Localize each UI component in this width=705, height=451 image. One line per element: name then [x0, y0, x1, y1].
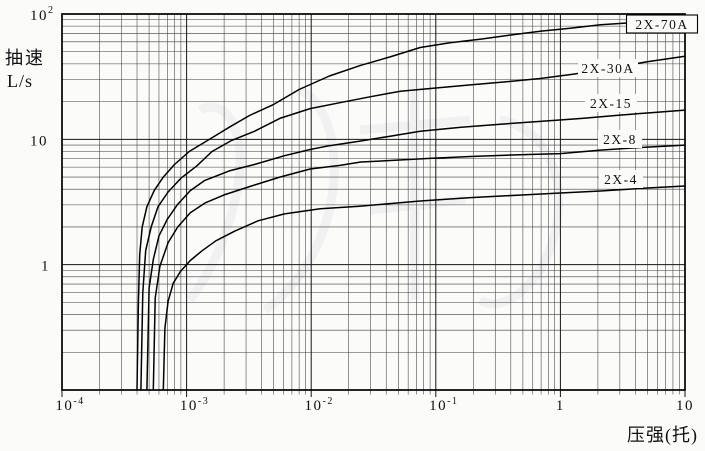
x-tick-10-3: 10-3: [180, 396, 209, 414]
x-tick-1: 1: [556, 398, 565, 414]
curve-label-mask: [598, 130, 642, 148]
x-tick-10-2: 10-2: [305, 396, 334, 414]
curve-label-text: 2X-15: [590, 96, 632, 111]
curve-2X-70A: [136, 19, 686, 391]
curve-2X-30A: [140, 55, 686, 391]
curve-label-2X-8: 2X-8: [598, 130, 642, 148]
curve-label-mask: [599, 170, 643, 188]
curve-label-mask: [585, 94, 637, 112]
plot-border: [61, 13, 686, 391]
y-tick-1: 1: [41, 259, 50, 275]
curve-2X-8: [152, 144, 686, 391]
curve-label-2X-4: 2X-4: [599, 170, 643, 188]
curve-label-text: 2X-70A: [635, 17, 688, 32]
curve-2X-15: [146, 109, 686, 391]
watermark: [186, 80, 564, 314]
x-tick-10-4: 10-4: [55, 396, 84, 414]
curve-label-2X-70A: 2X-70A: [625, 14, 699, 34]
x-tick-10-1: 10-1: [429, 396, 458, 414]
y-axis-title-line2: L/s: [7, 71, 34, 91]
curve-label-text: 2X-4: [604, 172, 638, 187]
curve-label-text: 2X-8: [603, 132, 637, 147]
y-axis-title-line1: 抽速: [5, 48, 45, 68]
curve-label-2X-15: 2X-15: [585, 94, 637, 112]
x-axis-tick-labels: 10-4 10-3 10-2 10-1 1 10: [55, 396, 694, 414]
y-tick-102: 102: [30, 5, 55, 24]
x-tick-10: 10: [676, 398, 694, 414]
y-tick-10: 10: [30, 133, 48, 149]
curve-2X-4: [162, 185, 686, 391]
curve-label-mask: [578, 59, 638, 77]
curve-label-box: [625, 14, 699, 34]
curve-label-text: 2X-30A: [581, 61, 634, 76]
curve-label-2X-30A: 2X-30A: [578, 59, 638, 77]
x-axis-title: 压强(托): [627, 425, 698, 445]
y-axis-tick-labels: 102 10 1: [30, 5, 55, 275]
